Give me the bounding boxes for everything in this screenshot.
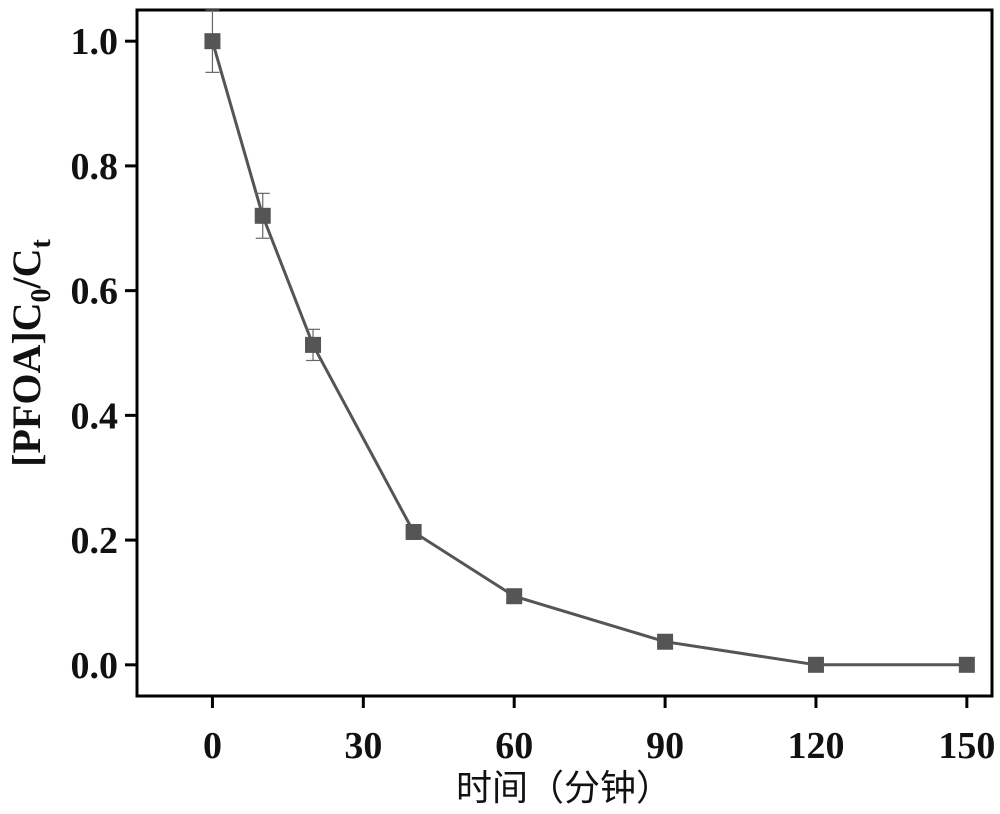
data-point xyxy=(808,657,824,673)
x-axis-title: 时间（分钟） xyxy=(456,768,672,809)
data-point xyxy=(506,588,522,604)
data-point xyxy=(406,524,422,540)
x-tick-label: 0 xyxy=(203,725,222,767)
series-layer xyxy=(204,10,974,673)
data-point xyxy=(255,208,271,224)
y-tick-label: 0.2 xyxy=(71,520,119,562)
y-axis-title: [PFOA]C0/Ct xyxy=(4,238,57,466)
y-tick-label: 0.8 xyxy=(71,146,119,188)
x-tick-label: 150 xyxy=(938,725,995,767)
x-tick-label: 60 xyxy=(495,725,533,767)
y-tick-label: 0.4 xyxy=(71,395,119,437)
series-line xyxy=(212,41,967,665)
y-tick-label: 0.0 xyxy=(71,645,119,687)
data-point xyxy=(204,33,220,49)
y-tick-label: 1.0 xyxy=(71,21,119,63)
y-tick-label: 0.6 xyxy=(71,271,119,313)
data-point xyxy=(305,337,321,353)
x-tick-label: 30 xyxy=(344,725,382,767)
y-axis: 0.0 0.2 0.4 0.6 0.8 1.0 xyxy=(71,21,138,687)
plot-frame xyxy=(137,10,992,696)
x-axis: 0 30 60 90 120 150 xyxy=(203,696,995,767)
data-point xyxy=(959,657,975,673)
x-tick-label: 120 xyxy=(787,725,844,767)
data-point xyxy=(657,634,673,650)
x-tick-label: 90 xyxy=(646,725,684,767)
